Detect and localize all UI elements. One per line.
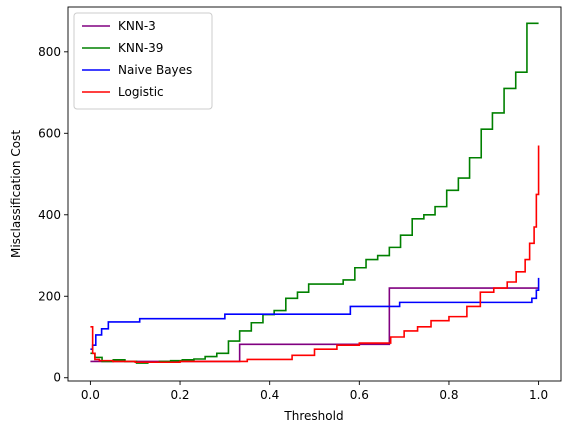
series-line-logistic (90, 145, 540, 364)
legend-label: KNN-39 (118, 41, 163, 55)
x-tick-label: 1.0 (529, 388, 548, 402)
x-tick-label: 0.4 (260, 388, 279, 402)
y-tick-label: 0 (53, 371, 61, 385)
x-tick-label: 0.2 (170, 388, 189, 402)
plot-frame (67, 6, 562, 382)
legend-box (73, 12, 213, 110)
legend: KNN-3 KNN-39 Naive Bayes Logistic (73, 12, 213, 110)
y-axis-label: Misclassification Cost (9, 130, 23, 258)
x-axis-label: Threshold (283, 409, 343, 423)
legend-label: KNN-3 (118, 19, 156, 33)
series-layer (90, 22, 540, 364)
y-tick-label: 800 (38, 45, 61, 59)
series-line-naive-bayes (90, 277, 540, 351)
x-axis: 0.0 0.2 0.4 0.6 0.8 1.0 (81, 381, 548, 402)
x-tick-label: 0.8 (439, 388, 458, 402)
y-tick-label: 400 (38, 208, 61, 222)
legend-label: Logistic (118, 85, 164, 99)
y-tick-label: 200 (38, 289, 61, 303)
legend-label: Naive Bayes (118, 63, 192, 77)
x-tick-label: 0.6 (350, 388, 369, 402)
y-axis: 0 200 400 600 800 (38, 45, 68, 385)
y-tick-label: 600 (38, 126, 61, 140)
x-tick-label: 0.0 (81, 388, 100, 402)
